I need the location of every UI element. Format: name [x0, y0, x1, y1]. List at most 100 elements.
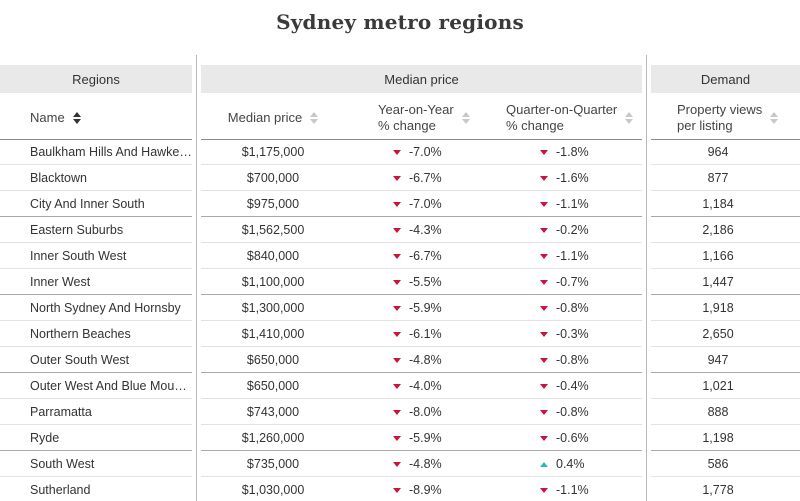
row-divider	[651, 346, 800, 347]
property-views: 1,198	[702, 431, 734, 445]
median-price: $1,030,000	[241, 483, 305, 497]
triangle-down-icon	[393, 305, 401, 311]
row-divider	[0, 450, 192, 451]
table-row: Parramatta $743,000 -8.0% -0.8% 888	[0, 399, 800, 425]
yoy-change: -8.9%	[355, 477, 485, 501]
qoq-change: 0.4%	[500, 451, 640, 477]
region-name: Inner South West	[30, 249, 127, 263]
triangle-down-icon	[540, 149, 548, 155]
row-divider	[201, 190, 642, 191]
column-header-property-views[interactable]: Property views per listing	[677, 96, 787, 140]
median-price: $1,410,000	[241, 327, 305, 341]
triangle-down-icon	[540, 227, 548, 233]
region-name: Inner West	[30, 275, 91, 289]
column-header-label-line: Property views	[677, 102, 763, 117]
qoq-change-value: -0.8%	[556, 301, 589, 315]
triangle-down-icon	[540, 409, 548, 415]
region-name: Northern Beaches	[30, 327, 131, 341]
table-row: Sutherland $1,030,000 -8.9% -1.1% 1,778	[0, 477, 800, 501]
row-divider	[201, 164, 642, 165]
triangle-down-icon	[393, 461, 401, 467]
triangle-down-icon	[393, 279, 401, 285]
region-name: Outer West And Blue Mount...	[30, 379, 192, 393]
region-name: Outer South West	[30, 353, 130, 367]
region-name: Eastern Suburbs	[30, 223, 124, 237]
column-header-yoy-change[interactable]: Year-on-Year % change	[378, 96, 488, 140]
row-divider	[0, 242, 192, 243]
qoq-change-value: -1.1%	[556, 483, 589, 497]
table-row: Inner South West $840,000 -6.7% -1.1% 1,166	[0, 243, 800, 269]
column-header-label: Median price	[227, 110, 303, 125]
row-divider	[651, 190, 800, 191]
triangle-down-icon	[540, 305, 548, 311]
column-header-label-line: per listing	[677, 118, 733, 133]
row-divider	[651, 242, 800, 243]
row-divider	[651, 398, 800, 399]
median-price: $1,300,000	[241, 301, 305, 315]
median-price: $650,000	[246, 379, 300, 393]
row-divider	[651, 268, 800, 269]
row-divider	[651, 424, 800, 425]
sort-icon	[770, 112, 779, 124]
property-views: 1,778	[702, 483, 734, 497]
group-header-median-price: Median price	[201, 65, 642, 93]
sort-icon	[461, 112, 470, 124]
yoy-change: -4.0%	[355, 373, 485, 399]
triangle-down-icon	[540, 487, 548, 493]
triangle-down-icon	[393, 253, 401, 259]
qoq-change: -1.1%	[500, 191, 640, 217]
yoy-change: -7.0%	[355, 139, 485, 165]
qoq-change: -0.3%	[500, 321, 640, 347]
qoq-change: -0.8%	[500, 399, 640, 425]
qoq-change-value: -1.6%	[556, 171, 589, 185]
median-price: $735,000	[246, 457, 300, 471]
property-views: 1,021	[702, 379, 734, 393]
median-price: $1,175,000	[241, 145, 305, 159]
column-header-qoq-change[interactable]: Quarter-on-Quarter % change	[506, 96, 642, 140]
row-divider	[201, 372, 642, 373]
qoq-change: -1.1%	[500, 477, 640, 501]
yoy-change: -4.3%	[355, 217, 485, 243]
row-divider	[201, 268, 642, 269]
triangle-down-icon	[393, 357, 401, 363]
triangle-down-icon	[540, 435, 548, 441]
yoy-change-value: -4.8%	[409, 353, 442, 367]
property-views: 2,186	[702, 223, 734, 237]
qoq-change: -1.8%	[500, 139, 640, 165]
qoq-change-value: -0.6%	[556, 431, 589, 445]
qoq-change-value: -1.8%	[556, 145, 589, 159]
qoq-change: -0.6%	[500, 425, 640, 451]
row-divider	[0, 294, 192, 295]
yoy-change-value: -6.7%	[409, 249, 442, 263]
column-header-median-price[interactable]: Median price	[200, 96, 346, 140]
column-divider	[646, 55, 647, 501]
row-divider	[201, 294, 642, 295]
yoy-change: -4.8%	[355, 451, 485, 477]
median-price: $975,000	[246, 197, 300, 211]
property-views: 964	[707, 145, 729, 159]
row-divider	[651, 476, 800, 477]
group-header-demand: Demand	[651, 65, 800, 93]
page-title: Sydney metro regions	[276, 10, 524, 34]
table-row: Baulkham Hills And Hawkes... $1,175,000 -7…	[0, 139, 800, 165]
triangle-down-icon	[540, 357, 548, 363]
column-header-label-line: % change	[378, 118, 436, 133]
table-row: North Sydney And Hornsby $1,300,000 -5.9% -…	[0, 295, 800, 321]
row-divider	[0, 320, 192, 321]
yoy-change-value: -4.3%	[409, 223, 442, 237]
qoq-change: -0.8%	[500, 347, 640, 373]
median-price: $743,000	[246, 405, 300, 419]
column-header-label: Name	[30, 110, 65, 125]
column-header-name[interactable]: Name	[30, 96, 190, 140]
property-views: 1,447	[702, 275, 734, 289]
table-row: Blacktown $700,000 -6.7% -1.6% 877	[0, 165, 800, 191]
property-views: 888	[707, 405, 729, 419]
yoy-change-value: -6.7%	[409, 171, 442, 185]
row-divider	[201, 450, 642, 451]
row-divider	[201, 346, 642, 347]
yoy-change-value: -8.0%	[409, 405, 442, 419]
yoy-change: -5.9%	[355, 425, 485, 451]
triangle-down-icon	[393, 331, 401, 337]
row-divider	[201, 320, 642, 321]
table-row: Outer West And Blue Mount... $650,000 -4.0…	[0, 373, 800, 399]
